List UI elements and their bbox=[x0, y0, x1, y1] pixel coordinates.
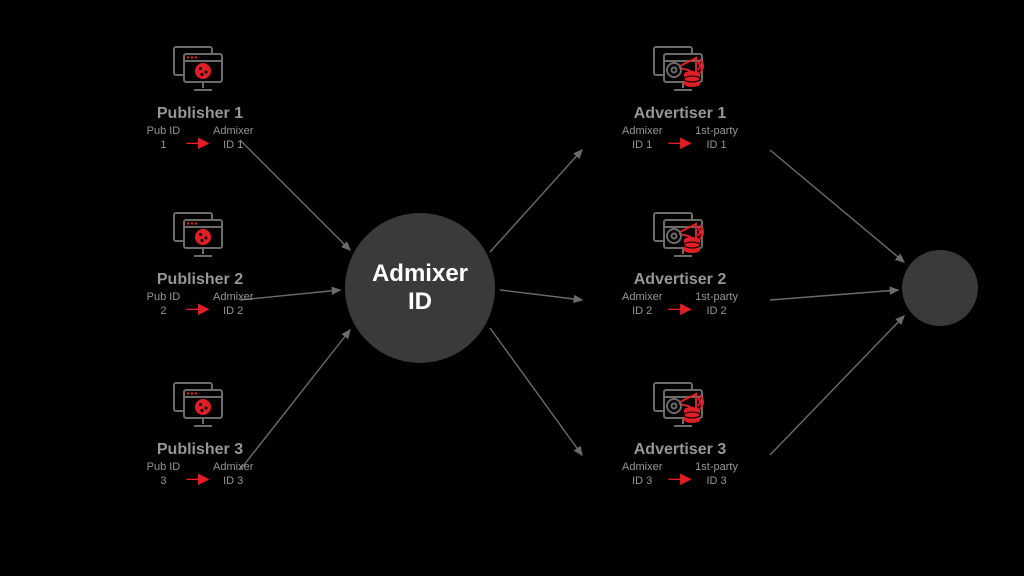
mapping-arrow-icon: —▶ bbox=[668, 470, 689, 487]
mapping-arrow-icon: —▶ bbox=[668, 300, 689, 317]
mapping-right-label: 1st-party bbox=[695, 461, 738, 475]
mapping-right: 1st-partyID 1 bbox=[695, 125, 738, 153]
mapping-left-value: 1 bbox=[147, 139, 181, 153]
advertiser-icon-wrap bbox=[650, 44, 710, 101]
advertiser-title: Advertiser 2 bbox=[610, 271, 750, 289]
mapping-row: AdmixerID 1—▶1st-partyID 1 bbox=[610, 125, 750, 153]
publisher-node: Publisher 1 Pub ID1 —▶ AdmixerID 1 bbox=[130, 44, 270, 153]
mapping-right-value: ID 3 bbox=[213, 475, 253, 489]
mapping-row: AdmixerID 2—▶1st-partyID 2 bbox=[610, 291, 750, 319]
advertiser-icon-wrap bbox=[650, 210, 710, 267]
flow-arrow bbox=[500, 290, 582, 300]
mapping-arrow-icon: —▶ bbox=[668, 134, 689, 151]
mapping-right: 1st-partyID 2 bbox=[695, 291, 738, 319]
mapping-left-label: Pub ID bbox=[147, 461, 181, 475]
mapping-right: AdmixerID 3 bbox=[213, 461, 253, 489]
mapping-arrow-icon: —▶ bbox=[186, 470, 207, 487]
advertiser-icon-wrap bbox=[650, 380, 710, 437]
central-hub-label-1: Admixer bbox=[372, 260, 468, 287]
mapping-left-value: ID 3 bbox=[622, 475, 662, 489]
mapping-left-label: Pub ID bbox=[147, 125, 181, 139]
mapping-right-value: ID 3 bbox=[695, 475, 738, 489]
publisher-icon-wrap bbox=[170, 44, 230, 101]
mapping-left-value: ID 1 bbox=[622, 139, 662, 153]
mapping-right-label: Admixer bbox=[213, 125, 253, 139]
mapping-left-label: Pub ID bbox=[147, 291, 181, 305]
mapping-right-value: ID 1 bbox=[213, 139, 253, 153]
publisher-title: Publisher 1 bbox=[130, 105, 270, 123]
publisher-title: Publisher 3 bbox=[130, 441, 270, 459]
mapping-right-label: 1st-party bbox=[695, 291, 738, 305]
publisher-icon-wrap bbox=[170, 380, 230, 437]
mapping-left: Pub ID1 bbox=[147, 125, 181, 153]
mapping-left: AdmixerID 1 bbox=[622, 125, 662, 153]
publisher-node: Publisher 2 Pub ID2 —▶ AdmixerID 2 bbox=[130, 210, 270, 319]
advertiser-node: Advertiser 3AdmixerID 3—▶1st-partyID 3 bbox=[610, 380, 750, 489]
mapping-right: AdmixerID 1 bbox=[213, 125, 253, 153]
advertiser-node: Advertiser 2AdmixerID 2—▶1st-partyID 2 bbox=[610, 210, 750, 319]
flow-arrow bbox=[770, 316, 904, 455]
mapping-right: AdmixerID 2 bbox=[213, 291, 253, 319]
mapping-right-value: ID 2 bbox=[213, 305, 253, 319]
mapping-left-value: 3 bbox=[147, 475, 181, 489]
mapping-right-value: ID 2 bbox=[695, 305, 738, 319]
central-hub-label-2: ID bbox=[408, 288, 432, 315]
mapping-left: AdmixerID 2 bbox=[622, 291, 662, 319]
publisher-icon bbox=[170, 380, 230, 432]
mapping-left-value: 2 bbox=[147, 305, 181, 319]
central-hub: Admixer ID bbox=[345, 213, 495, 363]
publisher-icon bbox=[170, 210, 230, 262]
advertiser-icon bbox=[650, 44, 710, 96]
publisher-icon bbox=[170, 44, 230, 96]
publisher-node: Publisher 3 Pub ID3 —▶ AdmixerID 3 bbox=[130, 380, 270, 489]
mapping-left: AdmixerID 3 bbox=[622, 461, 662, 489]
advertiser-title: Advertiser 1 bbox=[610, 105, 750, 123]
flow-arrow bbox=[490, 150, 582, 252]
mapping-left-value: ID 2 bbox=[622, 305, 662, 319]
mapping-left: Pub ID2 bbox=[147, 291, 181, 319]
diagram-stage: Admixer ID Publisher 1Pub ID1—▶AdmixerID… bbox=[0, 0, 1024, 576]
advertiser-node: Advertiser 1AdmixerID 1—▶1st-partyID 1 bbox=[610, 44, 750, 153]
mapping-right: 1st-partyID 3 bbox=[695, 461, 738, 489]
mapping-row: Pub ID1 —▶ AdmixerID 1 bbox=[130, 125, 270, 153]
mapping-row: Pub ID2 —▶ AdmixerID 2 bbox=[130, 291, 270, 319]
end-hub bbox=[902, 250, 978, 326]
flow-arrow bbox=[770, 290, 898, 300]
mapping-right-label: 1st-party bbox=[695, 125, 738, 139]
mapping-left-label: Admixer bbox=[622, 125, 662, 139]
advertiser-icon bbox=[650, 380, 710, 432]
mapping-row: AdmixerID 3—▶1st-partyID 3 bbox=[610, 461, 750, 489]
mapping-left: Pub ID3 bbox=[147, 461, 181, 489]
mapping-right-label: Admixer bbox=[213, 461, 253, 475]
advertiser-icon bbox=[650, 210, 710, 262]
mapping-left-label: Admixer bbox=[622, 291, 662, 305]
mapping-right-value: ID 1 bbox=[695, 139, 738, 153]
mapping-arrow-icon: —▶ bbox=[186, 134, 207, 151]
publisher-icon-wrap bbox=[170, 210, 230, 267]
flow-arrow bbox=[490, 328, 582, 455]
advertiser-title: Advertiser 3 bbox=[610, 441, 750, 459]
publisher-title: Publisher 2 bbox=[130, 271, 270, 289]
flow-arrow bbox=[770, 150, 904, 262]
mapping-right-label: Admixer bbox=[213, 291, 253, 305]
mapping-row: Pub ID3 —▶ AdmixerID 3 bbox=[130, 461, 270, 489]
mapping-arrow-icon: —▶ bbox=[186, 300, 207, 317]
mapping-left-label: Admixer bbox=[622, 461, 662, 475]
